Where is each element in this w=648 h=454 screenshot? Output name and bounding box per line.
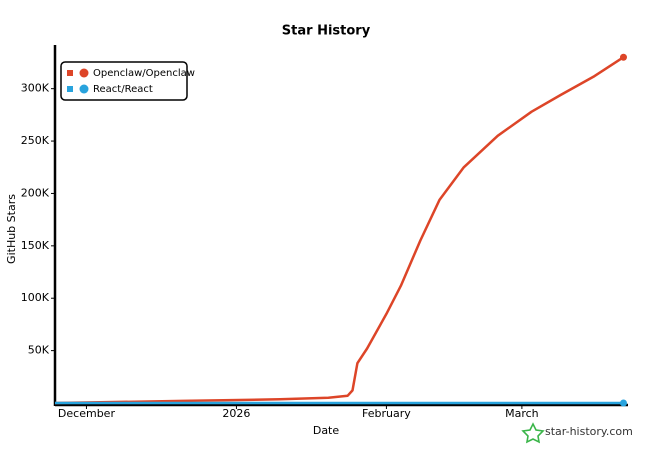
- legend-label: Openclaw/Openclaw: [93, 68, 195, 79]
- legend-swatch: [67, 70, 73, 76]
- series-line: [54, 56, 625, 405]
- legend-icon: [79, 68, 89, 78]
- y-tick-label: 300K: [21, 82, 50, 95]
- y-tick-label: 150K: [21, 239, 50, 252]
- series-end-marker: [619, 399, 627, 407]
- legend-box: [60, 61, 188, 101]
- series-end-marker: [619, 53, 627, 61]
- legend-icon: [79, 84, 89, 94]
- y-tick-label: 100K: [21, 291, 50, 304]
- y-axis-label: GitHub Stars: [5, 194, 18, 264]
- x-tick-label: 2026: [222, 407, 250, 420]
- x-tick-label: February: [362, 407, 411, 420]
- x-tick-label: December: [58, 407, 116, 420]
- x-axis-label: Date: [313, 424, 340, 437]
- watermark-text: star-history.com: [545, 425, 633, 438]
- x-tick-label: March: [505, 407, 539, 420]
- chart-title: Star History: [282, 24, 371, 39]
- y-tick-label: 250K: [21, 134, 50, 147]
- watermark: star-history.com: [521, 422, 633, 444]
- legend-swatch: [67, 86, 73, 92]
- y-tick-label: 200K: [21, 186, 50, 199]
- watermark-icon: [521, 422, 545, 444]
- y-tick-label: 50K: [28, 344, 50, 357]
- legend-label: React/React: [93, 84, 153, 95]
